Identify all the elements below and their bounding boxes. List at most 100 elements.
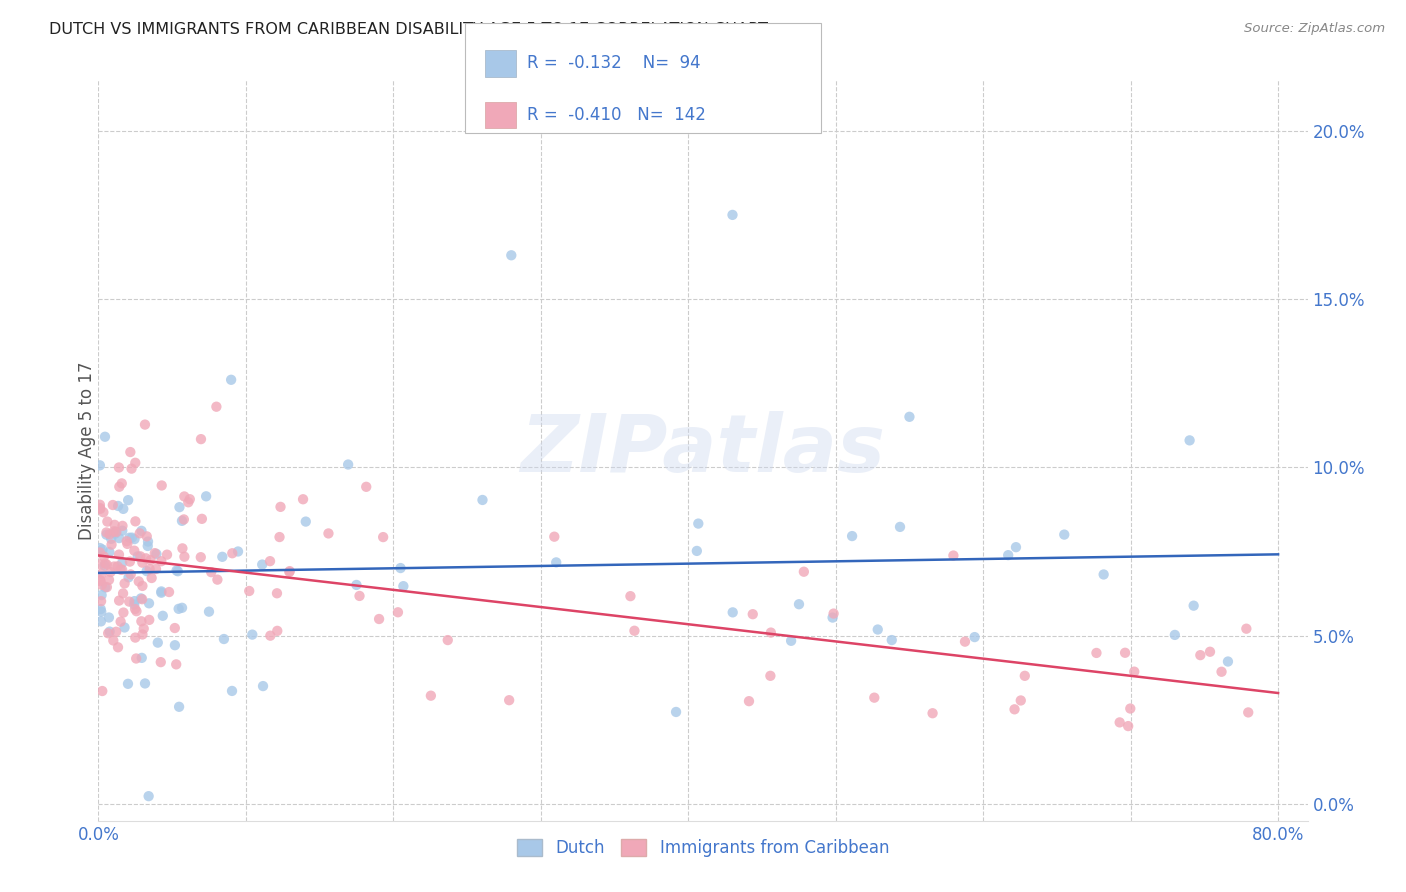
Point (198, 605, 221, 619)
Point (780, 633, 803, 648)
Point (686, 544, 709, 558)
Point (111, 519, 134, 533)
Point (89, 573, 111, 587)
Point (721, 605, 744, 619)
Point (759, 669, 782, 683)
Point (1164, 628, 1187, 642)
Point (89, 541, 111, 555)
Point (436, 633, 458, 648)
Point (96, 558, 118, 572)
Point (665, 705, 688, 719)
Point (150, 554, 173, 568)
Point (145, 547, 167, 561)
Point (101, 498, 124, 512)
Point (103, 524, 125, 539)
Point (880, 633, 903, 648)
Point (104, 524, 127, 539)
Point (138, 562, 160, 576)
Point (141, 571, 163, 585)
Point (111, 556, 134, 570)
Point (389, 561, 412, 575)
Point (89, 458, 111, 473)
Point (90, 588, 112, 602)
Point (89, 558, 111, 572)
Point (135, 529, 157, 543)
Point (135, 564, 157, 578)
Point (498, 693, 520, 707)
Point (1114, 646, 1136, 660)
Text: Source: ZipAtlas.com: Source: ZipAtlas.com (1244, 22, 1385, 36)
Point (866, 623, 889, 637)
Point (98, 624, 121, 639)
Point (128, 526, 150, 541)
Point (104, 517, 127, 532)
Point (221, 684, 243, 698)
Point (823, 607, 845, 621)
Point (190, 550, 212, 565)
Point (623, 624, 645, 638)
Point (1216, 655, 1239, 669)
Point (90, 566, 112, 581)
Point (89, 545, 111, 559)
Text: R =  -0.132    N=  94: R = -0.132 N= 94 (527, 54, 700, 72)
Point (169, 500, 191, 515)
Point (108, 548, 131, 562)
Point (179, 492, 201, 507)
Point (149, 655, 172, 669)
Point (94, 430, 117, 444)
Legend: Dutch, Immigrants from Caribbean: Dutch, Immigrants from Caribbean (510, 832, 896, 864)
Point (107, 640, 129, 655)
Point (93, 505, 115, 519)
Point (90, 602, 112, 616)
Point (98, 573, 121, 587)
Point (387, 605, 409, 619)
Point (157, 585, 180, 599)
Point (211, 549, 233, 564)
Point (150, 584, 173, 599)
Point (163, 638, 186, 652)
Point (841, 529, 863, 543)
Point (96, 527, 118, 541)
Text: R =  -0.410   N=  142: R = -0.410 N= 142 (527, 106, 706, 124)
Point (1085, 646, 1108, 660)
Point (100, 538, 122, 552)
Point (136, 534, 159, 549)
Point (543, 530, 565, 544)
Point (226, 544, 249, 558)
Point (898, 409, 921, 424)
Point (90, 594, 112, 608)
Point (90, 615, 112, 629)
Point (108, 480, 131, 494)
Point (134, 676, 156, 690)
Point (942, 549, 965, 563)
Point (1092, 567, 1115, 582)
Point (793, 565, 815, 579)
Point (103, 633, 125, 648)
Point (131, 627, 153, 641)
Point (138, 613, 160, 627)
Point (145, 562, 167, 576)
Point (117, 570, 139, 584)
Point (419, 689, 441, 703)
Point (546, 555, 568, 569)
Point (100, 532, 122, 546)
Point (195, 489, 218, 503)
Point (117, 537, 139, 551)
Point (98, 545, 121, 559)
Point (150, 478, 173, 492)
Point (104, 526, 127, 541)
Point (166, 564, 188, 578)
Text: DUTCH VS IMMIGRANTS FROM CARIBBEAN DISABILITY AGE 5 TO 17 CORRELATION CHART: DUTCH VS IMMIGRANTS FROM CARIBBEAN DISAB… (49, 22, 768, 37)
Point (94, 581, 117, 595)
Point (89, 574, 111, 588)
Point (349, 589, 371, 603)
Point (124, 514, 146, 528)
Point (150, 586, 173, 600)
Point (124, 631, 146, 645)
Point (139, 553, 162, 567)
Point (110, 563, 132, 577)
Point (221, 546, 243, 560)
Point (117, 493, 139, 508)
Point (125, 604, 148, 618)
Point (821, 610, 844, 624)
